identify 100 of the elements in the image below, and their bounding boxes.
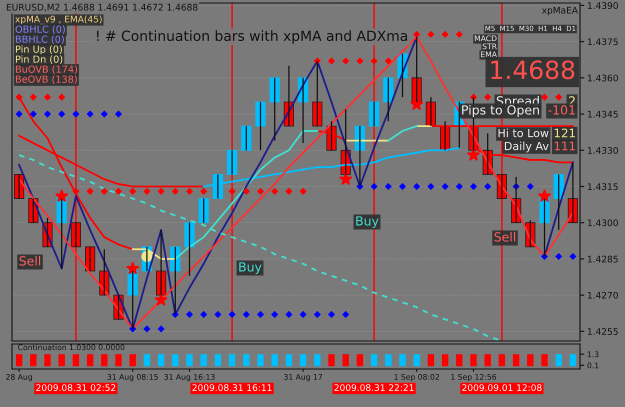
point xyxy=(342,311,349,318)
point xyxy=(413,31,420,38)
point xyxy=(466,148,480,161)
point xyxy=(385,183,392,190)
annotation: Hi to Low xyxy=(498,128,549,138)
y-tick-label: 1.4285 xyxy=(588,256,618,262)
point xyxy=(154,293,168,306)
candlestick xyxy=(226,150,238,176)
point xyxy=(413,183,420,190)
point xyxy=(271,311,278,318)
point xyxy=(16,110,22,118)
annotation: Buy xyxy=(356,216,379,228)
point xyxy=(541,94,548,100)
point xyxy=(257,311,264,318)
y-tick-label: 1.4315 xyxy=(588,183,618,190)
y-tick-label: 1.4300 xyxy=(588,219,618,226)
point xyxy=(30,110,37,118)
y-tick-label: 1.4345 xyxy=(588,110,618,118)
point xyxy=(538,189,552,202)
point xyxy=(44,94,51,100)
annotation: -101 xyxy=(548,105,575,115)
point xyxy=(144,326,150,332)
point xyxy=(200,188,207,195)
candlestick xyxy=(368,101,380,127)
point xyxy=(328,58,335,64)
x-tick-label: 2009.09.01 12:08 xyxy=(462,384,542,392)
candlestick xyxy=(241,126,252,151)
point xyxy=(271,188,278,195)
point xyxy=(72,188,80,195)
annotation: BuOVB (174) xyxy=(16,65,78,74)
point xyxy=(257,188,264,195)
point xyxy=(442,31,448,38)
y-tick-label: 1.4390 xyxy=(588,2,618,9)
point xyxy=(570,253,576,260)
annotation: Pin Dn (0) xyxy=(16,55,62,64)
point xyxy=(172,188,179,195)
annotation: xpMA_v9 , EMA(45) xyxy=(15,16,102,24)
point xyxy=(86,188,94,195)
point xyxy=(55,189,68,202)
point xyxy=(16,94,22,100)
y-tick-label: 1.4375 xyxy=(588,38,618,46)
annotation: BBHLC (0) xyxy=(16,35,64,44)
point xyxy=(144,188,150,195)
point xyxy=(385,58,392,64)
point xyxy=(228,311,236,318)
candlestick xyxy=(198,198,209,224)
annotation: Daily Av xyxy=(504,142,549,152)
x-tick-label: 2009.08.31 02:52 xyxy=(36,384,116,392)
point xyxy=(442,183,448,190)
point xyxy=(126,262,140,274)
annotation: 1.4688 xyxy=(491,60,574,80)
y-tick-label: 1.4255 xyxy=(588,328,618,335)
point xyxy=(186,188,193,195)
point xyxy=(30,94,37,100)
point xyxy=(101,188,108,195)
point xyxy=(286,188,292,195)
point xyxy=(428,31,434,38)
point xyxy=(456,31,463,38)
point xyxy=(243,188,250,195)
point xyxy=(300,311,306,318)
point xyxy=(286,311,292,318)
point xyxy=(484,94,491,100)
point xyxy=(356,58,364,64)
point xyxy=(456,183,463,190)
point xyxy=(158,188,164,195)
point xyxy=(339,172,352,185)
point xyxy=(555,94,562,100)
annotation: Buy xyxy=(239,262,262,274)
y-tick-label: 1.4330 xyxy=(588,147,618,154)
x-tick-label: 2009.08.31 22:21 xyxy=(334,384,414,392)
point xyxy=(470,183,477,190)
point xyxy=(186,311,193,318)
point xyxy=(115,188,122,195)
point xyxy=(72,110,80,118)
text: ! # Continuation bars with xpMA and ADXma xyxy=(97,30,408,44)
point xyxy=(58,94,65,100)
annotation: xpMaEA xyxy=(542,6,578,16)
point xyxy=(200,311,207,318)
point xyxy=(555,253,562,260)
point xyxy=(328,311,335,318)
point xyxy=(370,58,378,64)
point xyxy=(243,311,250,318)
point xyxy=(129,188,136,195)
point xyxy=(314,311,321,318)
annotation: Pin Up (0) xyxy=(16,45,62,55)
point xyxy=(214,311,222,318)
x-tick-label: 2009.08.31 16:11 xyxy=(192,384,272,392)
annotation: 121 xyxy=(554,128,575,138)
y-tick-label: 1.4360 xyxy=(588,74,618,82)
point xyxy=(370,183,378,190)
point xyxy=(399,183,406,190)
annotation: OBHLC (0) xyxy=(16,25,65,34)
point xyxy=(300,188,306,195)
point xyxy=(86,110,94,118)
point xyxy=(115,110,122,118)
point xyxy=(342,58,349,64)
point xyxy=(527,183,534,190)
point xyxy=(58,110,65,118)
chart-subtitle: EURUSD,M2 1.4688 1.4691 1.4672 1.4688 xyxy=(6,4,198,12)
annotation: Sell xyxy=(494,232,516,242)
